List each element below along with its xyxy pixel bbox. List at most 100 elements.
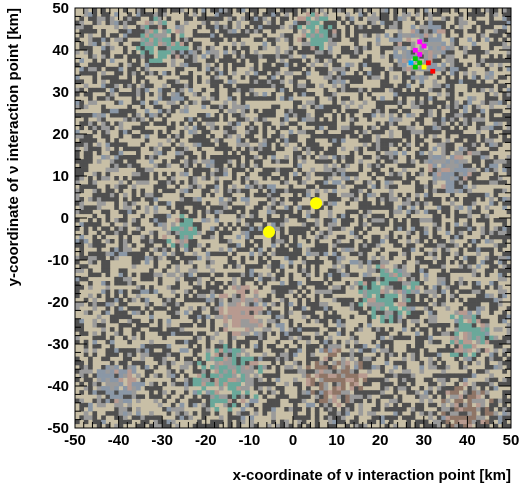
heatmap-cell [314,37,320,42]
heatmap-cell [197,197,202,202]
heatmap-cell [109,255,115,261]
heatmap-cell [175,251,180,257]
heatmap-cell [210,163,215,168]
heatmap-cell [415,134,420,139]
heatmap-cell [205,138,211,143]
heatmap-cell [406,297,412,303]
heatmap-cell [419,394,425,399]
heatmap-cell [223,398,228,404]
heatmap-cell [179,150,185,156]
heatmap-cell [327,365,333,370]
heatmap-cell [336,159,342,164]
heatmap-cell [118,377,124,383]
heatmap-cell [441,125,446,131]
heatmap-cell [166,344,172,349]
heatmap-cell [406,276,412,282]
heatmap-cell [240,45,246,51]
heatmap-cell [332,201,337,206]
heatmap-cell [306,58,311,63]
heatmap-cell [297,150,303,156]
heatmap-cell [227,335,233,341]
heatmap-cell [432,167,438,173]
heatmap-cell [371,20,377,26]
heatmap-cell [327,419,333,425]
heatmap-cell [323,407,329,412]
heatmap-cell [432,323,438,328]
heatmap-cell [96,314,102,320]
heatmap-cell [144,134,150,139]
heatmap-cell [384,142,390,147]
heatmap-cell [188,83,194,89]
heatmap-cell [306,386,311,391]
heatmap-cell [258,150,263,156]
heatmap-cell [384,24,390,30]
heatmap-cell [153,205,159,210]
heatmap-cell [384,75,390,80]
heatmap-cell [380,142,385,147]
heatmap-cell [380,339,385,345]
heatmap-cell [358,373,364,378]
heatmap-cell [266,83,272,89]
heatmap-cell [336,386,342,391]
heatmap-cell [306,352,311,357]
heatmap-cell [144,419,150,425]
heatmap-cell [297,87,303,93]
heatmap-cell [136,125,141,131]
heatmap-cell [375,352,381,357]
heatmap-cell [336,54,342,59]
heatmap-cell [332,327,337,332]
heatmap-cell [375,251,381,257]
heatmap-cell [109,318,115,324]
heatmap-cell [349,218,355,223]
heatmap-cell [83,50,89,55]
heatmap-cell [136,176,141,181]
heatmap-cell [118,180,124,185]
heatmap-cell [118,268,124,273]
heatmap-cell [144,255,150,261]
heatmap-cell [358,87,364,93]
heatmap-cell [253,218,259,223]
heatmap-cell [197,41,202,47]
heatmap-cell [175,155,180,160]
heatmap-cell [306,377,311,383]
heatmap-cell [83,255,89,261]
heatmap-cell [157,239,163,244]
heatmap-cell [284,108,289,114]
heatmap-cell [192,159,198,164]
heatmap-cell [327,50,333,55]
heatmap-cell [236,142,241,147]
heatmap-cell [441,205,446,210]
heatmap-cell [419,365,425,370]
heatmap-cell [441,150,446,156]
heatmap-cell [192,29,198,34]
heatmap-cell [223,251,228,257]
heatmap-cell [441,386,446,391]
heatmap-cell [75,192,80,198]
heatmap-cell [415,129,420,135]
heatmap-cell [314,285,320,290]
heatmap-cell [184,167,189,173]
heatmap-cell [114,218,119,223]
heatmap-cell [314,390,320,395]
heatmap-cell [358,423,364,429]
heatmap-cell [393,117,398,122]
heatmap-cell [188,218,194,223]
heatmap-cell [184,331,189,336]
heatmap-cell [197,419,202,425]
heatmap-cell [354,24,359,30]
heatmap-cell [149,50,154,55]
heatmap-cell [162,297,167,303]
heatmap-cell [340,75,346,80]
heatmap-cell [88,33,93,38]
heatmap-cell [410,381,416,387]
heatmap-cell [166,352,172,357]
heatmap-cell [92,255,98,261]
heatmap-cell [293,134,298,139]
heatmap-cell [432,58,438,63]
heatmap-cell [192,314,198,320]
heatmap-cell [127,239,132,244]
heatmap-cell [436,176,442,181]
heatmap-cell [406,402,412,408]
heatmap-cell [397,146,403,152]
heatmap-cell [109,192,115,198]
